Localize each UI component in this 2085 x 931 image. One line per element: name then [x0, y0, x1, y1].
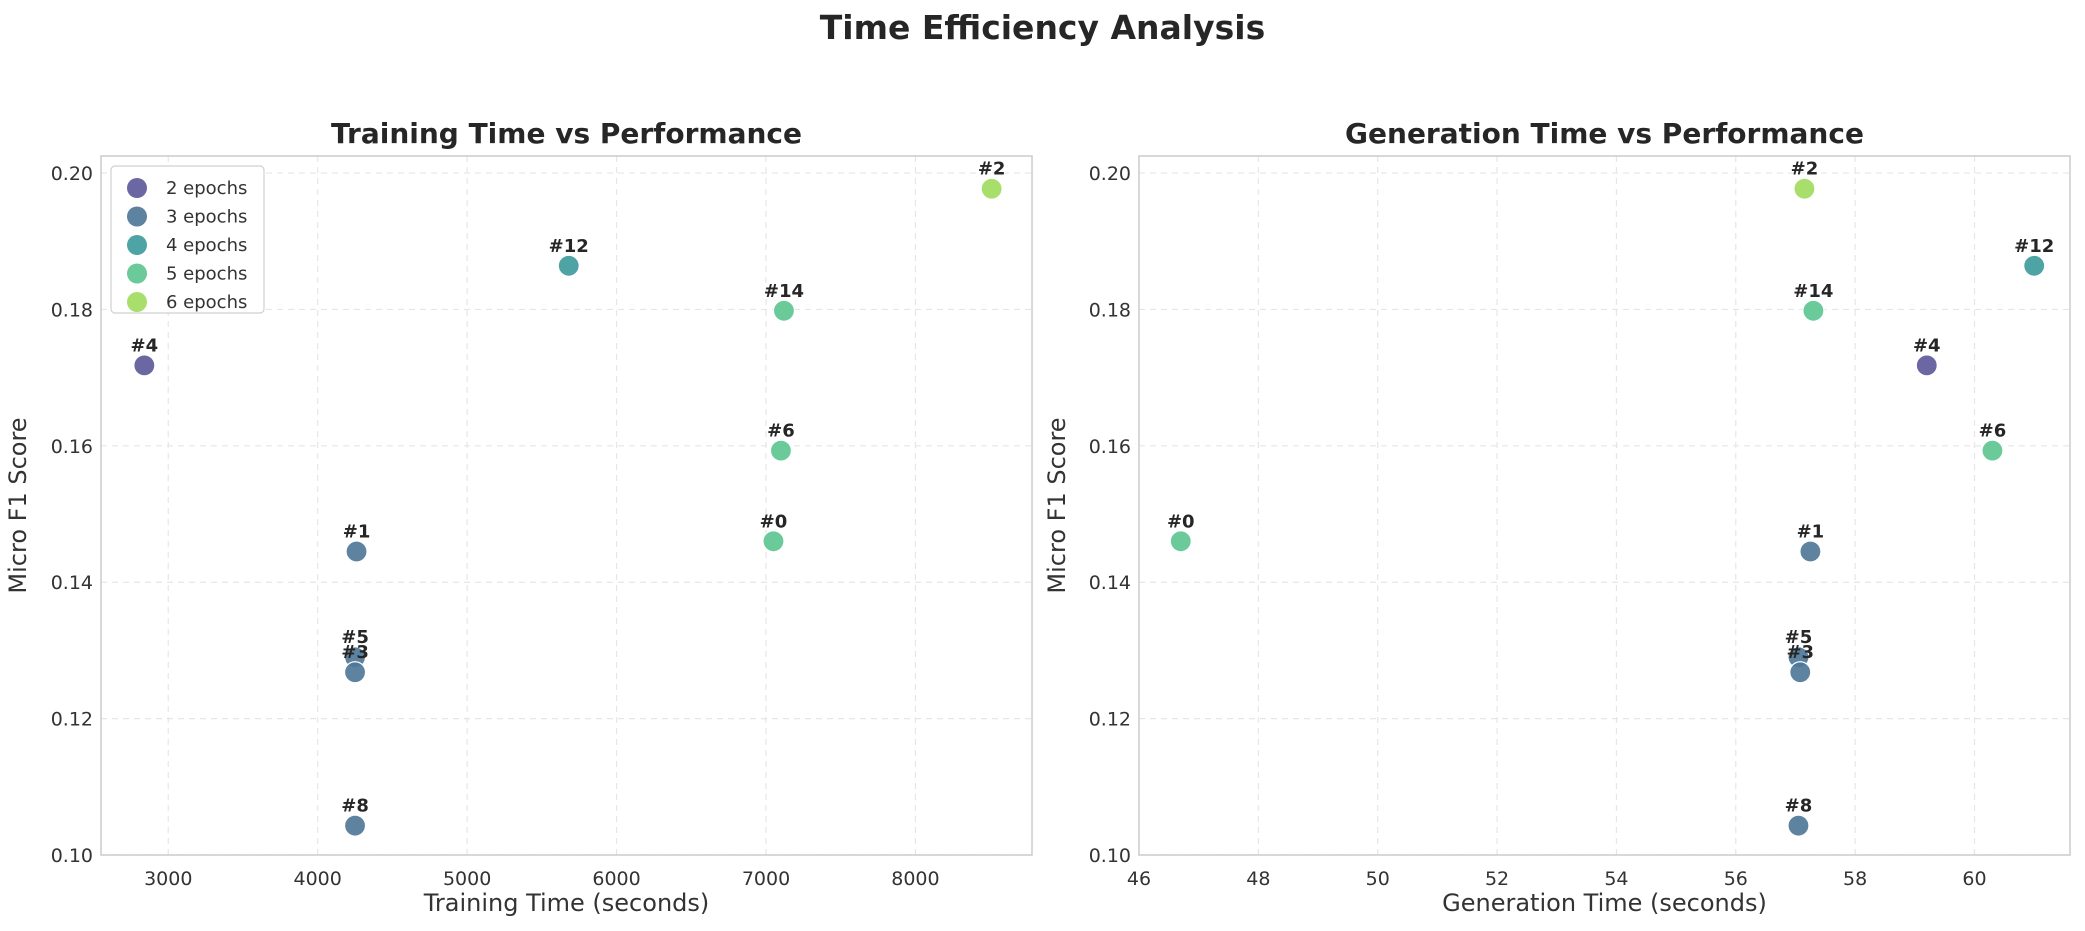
x-tick-label: 7000 [742, 868, 790, 890]
point-label: #3 [341, 642, 369, 663]
x-tick-label: 46 [1127, 868, 1151, 890]
data-point [980, 177, 1003, 200]
point-label: #3 [1786, 642, 1814, 663]
y-tick-label: 0.10 [51, 845, 93, 867]
legend-entry: 5 epochs [166, 264, 247, 285]
point-label: #0 [1167, 511, 1195, 532]
legend-marker [127, 178, 147, 198]
legend-entry: 2 epochs [166, 178, 247, 199]
data-point [343, 661, 367, 684]
point-label: #14 [764, 281, 804, 302]
x-tick-label: 50 [1366, 868, 1390, 890]
point-label: #1 [1797, 522, 1825, 543]
data-point [1802, 299, 1825, 322]
data-point [1789, 661, 1812, 684]
point-label: #8 [341, 796, 369, 817]
x-tick-label: 56 [1724, 868, 1748, 890]
legend-marker [127, 235, 147, 255]
y-tick-label: 0.20 [1089, 163, 1131, 185]
panel-title: Generation Time vs Performance [1345, 117, 1864, 150]
training-time-panel: 3000 4000 5000 6000 7000 8000 0.10 0.12 0.14 0.16… [4, 117, 1033, 917]
point-label: #5 [341, 627, 369, 648]
point-label: #1 [343, 522, 371, 543]
x-axis-label: Generation Time (seconds) [1442, 889, 1767, 917]
point-label: #14 [1793, 281, 1833, 302]
point-label: #2 [1791, 159, 1819, 180]
point-label: #4 [131, 335, 159, 356]
y-tick-label: 0.16 [51, 436, 93, 458]
y-axis-label: Micro F1 Score [1043, 417, 1071, 593]
point-label: #4 [1913, 335, 1941, 356]
point-label: #6 [767, 421, 795, 442]
point-label: #12 [2014, 236, 2054, 257]
x-tick-label: 4000 [294, 868, 342, 890]
data-point [762, 530, 785, 553]
data-point [1169, 530, 1192, 553]
data-point [343, 814, 367, 837]
legend-entry: 4 epochs [166, 235, 247, 256]
y-tick-label: 0.18 [51, 299, 93, 321]
plot-frame [1138, 155, 2071, 856]
data-point [1787, 814, 1810, 837]
legend-entry: 3 epochs [166, 207, 247, 228]
x-tick-label: 6000 [592, 868, 640, 890]
legend: 2 epochs 3 epochs 4 epochs 5 epochs 6 epochs [110, 165, 265, 314]
y-tick-label: 0.20 [51, 163, 93, 185]
data-point [2023, 254, 2046, 277]
data-point [1981, 439, 2004, 462]
y-tick-label: 0.10 [1089, 845, 1131, 867]
point-label: #5 [1785, 627, 1813, 648]
legend-marker [127, 263, 147, 284]
point-label: #0 [760, 511, 788, 532]
data-point [1915, 354, 1938, 377]
x-tick-label: 52 [1485, 868, 1509, 890]
data-point [557, 254, 580, 277]
data-point [769, 439, 793, 462]
x-axis-label: Training Time (seconds) [423, 889, 710, 917]
generation-time-panel: 46 48 50 52 54 56 58 60 0.10 0.12 0.14 0.16 0.18 0.20… [1043, 117, 2071, 917]
point-label: #12 [549, 236, 589, 257]
legend-entry: 6 epochs [166, 292, 247, 313]
data-point [345, 540, 368, 563]
data-point [772, 299, 796, 322]
y-tick-label: 0.14 [51, 572, 93, 594]
legend-marker [127, 206, 147, 227]
plot-frame [100, 155, 1033, 856]
legend-box [110, 165, 265, 314]
x-tick-label: 54 [1604, 868, 1628, 890]
data-point [1799, 540, 1822, 563]
legend-marker [127, 292, 147, 312]
x-tick-label: 8000 [891, 868, 939, 890]
point-label: #8 [1785, 796, 1813, 817]
data-point [1793, 177, 1816, 200]
x-tick-label: 3000 [144, 868, 192, 890]
x-tick-label: 60 [1962, 868, 1986, 890]
figure-title: Time Efficiency Analysis [819, 8, 1266, 47]
point-label: #6 [1979, 421, 2007, 442]
data-point [133, 354, 156, 377]
x-tick-label: 48 [1246, 868, 1270, 890]
y-tick-label: 0.18 [1089, 299, 1131, 321]
panel-title: Training Time vs Performance [331, 117, 802, 150]
y-tick-label: 0.16 [1089, 436, 1131, 458]
y-tick-label: 0.12 [1089, 709, 1131, 731]
point-label: #2 [978, 159, 1006, 180]
x-tick-label: 58 [1843, 868, 1867, 890]
x-tick-label: 5000 [443, 868, 491, 890]
y-tick-label: 0.12 [51, 709, 93, 731]
y-axis-label: Micro F1 Score [4, 417, 32, 593]
y-tick-label: 0.14 [1089, 572, 1131, 594]
